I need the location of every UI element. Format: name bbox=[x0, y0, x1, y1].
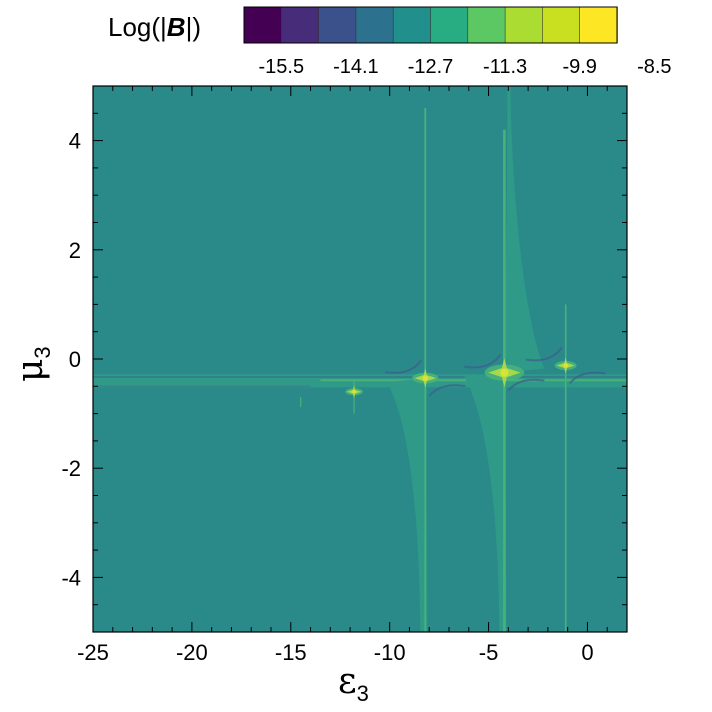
y-tick-label: -4 bbox=[61, 565, 81, 590]
colorbar-swatch bbox=[280, 6, 320, 44]
colorbar-tick-label: -14.1 bbox=[333, 56, 379, 78]
x-tick-labels: -25 -20 -15 -10 -5 0 bbox=[77, 640, 593, 665]
svg-text:μ3: μ3 bbox=[10, 346, 55, 382]
heatmap-plot bbox=[93, 86, 627, 632]
wedge-2-upper bbox=[502, 86, 545, 373]
x-tick-label: 0 bbox=[581, 640, 593, 665]
colorbar-tick-label: -8.5 bbox=[637, 56, 671, 78]
colorbar-swatch bbox=[504, 6, 544, 44]
speckle-2-b bbox=[507, 378, 545, 392]
colorbar-swatch bbox=[318, 6, 357, 44]
speckle-1-a bbox=[385, 359, 423, 374]
colorbar-tick-label: -15.5 bbox=[259, 56, 305, 78]
speckle-3-a bbox=[525, 346, 563, 362]
x-tick-label: -10 bbox=[374, 640, 406, 665]
y-tick-label: 0 bbox=[69, 347, 81, 372]
colorbar-swatch bbox=[467, 6, 506, 44]
y-tick-labels: -4 -2 0 2 4 bbox=[61, 129, 81, 591]
y-tick-label: 4 bbox=[69, 129, 81, 154]
x-axis-label: ε3 bbox=[338, 661, 369, 706]
axis-ticks bbox=[92, 85, 628, 633]
peak-4-core bbox=[352, 389, 356, 394]
colorbar bbox=[243, 6, 618, 44]
colorbar-swatch bbox=[355, 6, 394, 44]
colorbar-frame bbox=[243, 6, 618, 44]
speckle-1-b bbox=[428, 384, 466, 397]
peak-2-core bbox=[500, 368, 509, 377]
colorbar-tick-label: -9.9 bbox=[562, 56, 596, 78]
colorbar-tick-labels: -15.5 -14.1 -12.7 -11.3 -9.9 -8.5 bbox=[259, 56, 672, 78]
colorbar-swatch bbox=[542, 6, 581, 44]
y-axis-label: μ3 bbox=[10, 346, 55, 382]
wedge-1-lower bbox=[387, 378, 428, 632]
colorbar-swatch bbox=[430, 6, 469, 44]
colorbar-title: Log(|B|) bbox=[108, 12, 201, 42]
colorbar-tick-label: -11.3 bbox=[483, 56, 527, 78]
x-tick-label: -5 bbox=[479, 640, 499, 665]
x-tick-label: -25 bbox=[77, 640, 109, 665]
y-tick-label: -2 bbox=[61, 456, 81, 481]
y-tick-label: 2 bbox=[69, 238, 81, 263]
colorbar-swatch bbox=[243, 6, 283, 44]
peak-3-core bbox=[563, 363, 568, 368]
colorbar-swatch bbox=[392, 6, 432, 44]
x-tick-label: -20 bbox=[176, 640, 208, 665]
colorbar-tick-label: -12.7 bbox=[408, 56, 454, 78]
colorbar-swatch bbox=[579, 6, 618, 44]
peak-1-core bbox=[422, 375, 428, 381]
speckle-2-a bbox=[464, 354, 502, 369]
speckle-3-b bbox=[568, 371, 606, 385]
wedge-2-lower bbox=[464, 372, 507, 632]
x-tick-label: -15 bbox=[275, 640, 307, 665]
